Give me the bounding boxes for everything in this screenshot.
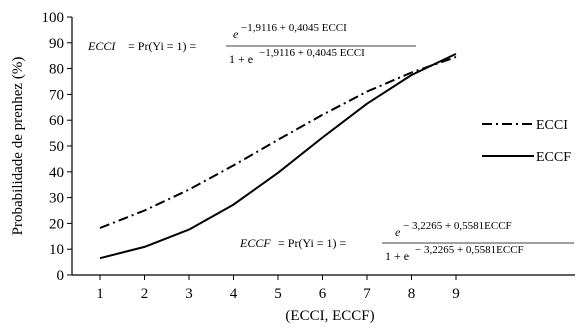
y-tick-label: 80 [49,62,64,78]
eq-eccf-num-exp: − 3,2265 + 0,5581ECCF [403,220,512,232]
eq-eccf-prob: = Pr(Yi = 1) = [278,236,347,250]
x-tick-label: 1 [96,286,104,302]
x-tick-label: 6 [319,286,327,302]
series-line-ecci [99,56,457,229]
x-tick-label: 8 [408,286,416,302]
eq-ecci-den-prefix: 1 + e [229,52,253,66]
eq-ecci-prob: = Pr(Yi = 1) = [128,39,197,53]
y-tick-label: 20 [49,216,64,232]
x-tick-label: 9 [452,286,460,302]
series-lines [99,52,457,260]
eq-ecci-lhs: ECCI [87,39,116,53]
eq-eccf-den-prefix: 1 + e [385,249,409,263]
eq-ecci-num-exp: −1,9116 + 0,4045 ECCI [241,22,347,34]
x-tick-label: 4 [230,286,238,302]
y-tick-label: 70 [49,87,64,103]
y-axis-title: Probabilidade de prenhez (%) [10,57,26,236]
equation-eccf: ECCF = Pr(Yi = 1) = e − 3,2265 + 0,5581E… [239,220,574,263]
legend-label-eccf: ECCF [536,150,571,165]
eq-eccf-lhs: ECCF [239,236,271,250]
x-tick-label: 5 [274,286,282,302]
x-tick-label: 7 [363,286,371,302]
legend-label-ecci: ECCI [536,118,568,133]
x-axis-title: (ECCI, ECCF) [285,308,374,324]
equation-ecci: ECCI = Pr(Yi = 1) = e −1,9116 + 0,4045 E… [87,22,416,66]
legend: ECCI ECCF [482,118,571,165]
x-tick-label: 3 [185,286,193,302]
x-tick-label: 2 [141,286,149,302]
y-tick-label: 60 [49,113,64,129]
y-tick-label: 10 [49,242,64,258]
y-tick-label: 50 [49,139,64,155]
series-line-eccf [99,52,457,260]
eq-ecci-num-base: e [233,27,239,41]
eq-eccf-den-exp: − 3,2265 + 0,5581ECCF [415,244,524,256]
eq-ecci-den-exp: −1,9116 + 0,4045 ECCI [259,47,365,59]
eq-eccf-num-base: e [395,225,401,239]
y-tick-label: 30 [49,191,64,207]
ticks: 0 10 20 30 40 50 60 70 80 90 100 1 2 3 4 5 6 7 8 9 [42,10,460,302]
y-tick-label: 0 [57,268,65,284]
y-tick-label: 100 [42,10,65,26]
y-tick-label: 90 [49,36,64,52]
y-tick-label: 40 [49,165,64,181]
